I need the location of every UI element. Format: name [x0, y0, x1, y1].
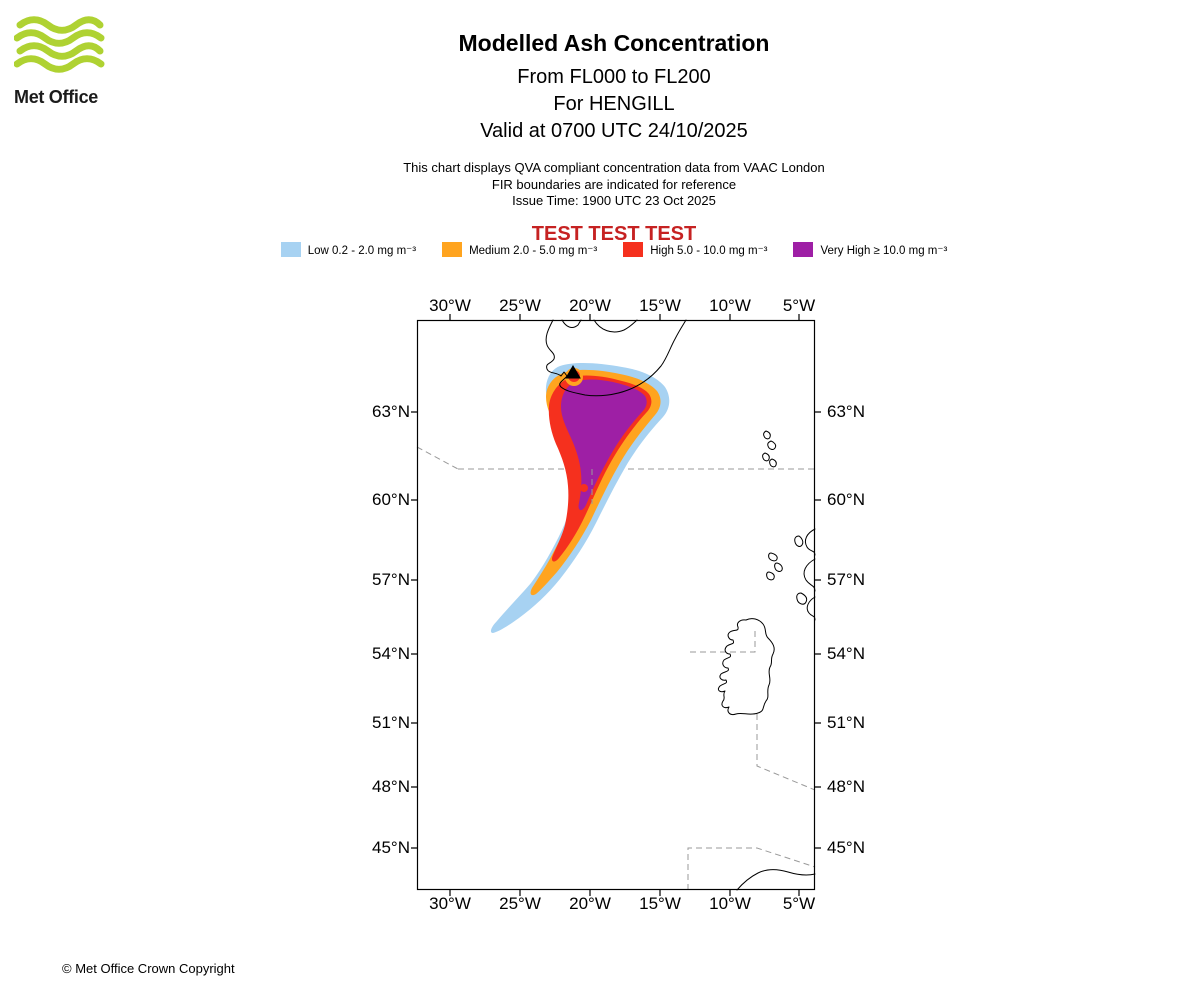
lat-label-left-57n: 57°N — [372, 570, 410, 589]
coastline-faroe-islands — [762, 430, 777, 468]
legend-swatch-high — [623, 242, 644, 257]
lat-label-right-51n: 51°N — [827, 713, 865, 732]
lon-label-top-5w: 5°W — [782, 296, 816, 315]
coastline-scotland-west — [803, 528, 816, 621]
legend-swatch-very-high — [793, 242, 814, 257]
lon-label-bottom-10w: 10°W — [709, 894, 751, 913]
info-block: This chart displays QVA compliant concen… — [14, 160, 1200, 210]
lat-label-right-63n: 63°N — [827, 402, 865, 421]
coastline-iceland-north-1 — [561, 319, 582, 328]
coastlines — [545, 319, 816, 891]
met-office-logo-text: Met Office — [14, 87, 99, 107]
lat-label-left-63n: 63°N — [372, 402, 410, 421]
ash-contour-very-high — [561, 379, 647, 511]
fir-line-sw-approaches — [756, 714, 816, 791]
info-fir: FIR boundaries are indicated for referen… — [491, 176, 737, 192]
lon-label-bottom-25w: 25°W — [499, 894, 541, 913]
met-office-logo: Met Office — [13, 16, 124, 108]
legend-label-low: Low 0.2 - 2.0 mg m⁻³ — [307, 244, 417, 257]
coastline-iceland — [545, 319, 687, 397]
test-banner: TEST TEST TEST — [531, 222, 697, 245]
info-issue-time: Issue Time: 1900 UTC 23 Oct 2025 — [512, 193, 716, 208]
fir-line-shannon — [690, 627, 756, 653]
map-ticks — [411, 314, 821, 896]
map-border — [416, 319, 816, 891]
title-flight-levels: From FL000 to FL200 — [517, 66, 711, 88]
lat-label-right-48n: 48°N — [827, 777, 865, 796]
info-qva: This chart displays QVA compliant concen… — [403, 160, 825, 175]
legend-label-medium: Medium 2.0 - 5.0 mg m⁻³ — [469, 244, 598, 257]
lon-label-bottom-30w: 30°W — [429, 894, 471, 913]
ticks-bottom — [449, 890, 800, 896]
coastline-hebrides — [766, 535, 808, 605]
legend-item-low: Low 0.2 - 2.0 mg m⁻³ — [280, 242, 417, 257]
coastline-spain-north — [736, 869, 816, 891]
lon-label-bottom-15w: 15°W — [639, 894, 681, 913]
page-title: Modelled Ash Concentration — [458, 30, 770, 56]
lat-label-right-54n: 54°N — [827, 644, 865, 663]
lon-label-top-25w: 25°W — [499, 296, 541, 315]
copyright-text: © Met Office Crown Copyright — [62, 961, 235, 976]
lon-label-top-30w: 30°W — [429, 296, 471, 315]
coastline-iceland-north-2 — [593, 319, 638, 333]
lon-label-top-10w: 10°W — [709, 296, 751, 315]
fir-boundaries — [416, 446, 816, 890]
ticks-top — [449, 314, 800, 320]
ticks-right — [815, 411, 821, 849]
lat-label-left-54n: 54°N — [372, 644, 410, 663]
lon-label-bottom-5w: 5°W — [782, 894, 816, 913]
lat-label-right-57n: 57°N — [827, 570, 865, 589]
title-block: Modelled Ash Concentration From FL000 to… — [14, 30, 1200, 246]
lat-label-left-60n: 60°N — [372, 490, 410, 509]
legend-label-very-high: Very High ≥ 10.0 mg m⁻³ — [820, 244, 948, 257]
legend: Low 0.2 - 2.0 mg m⁻³ Medium 2.0 - 5.0 mg… — [14, 242, 1200, 257]
lat-label-right-45n: 45°N — [827, 838, 865, 857]
ash-plume — [490, 363, 670, 633]
ticks-left — [411, 411, 417, 849]
legend-swatch-low — [280, 242, 301, 257]
lat-label-right-60n: 60°N — [827, 490, 865, 509]
met-office-logo-waves-icon — [13, 16, 105, 73]
fir-line-reykjavik-west — [416, 446, 459, 470]
lat-label-left-48n: 48°N — [372, 777, 410, 796]
title-volcano: For HENGILL — [553, 93, 675, 115]
legend-item-medium: Medium 2.0 - 5.0 mg m⁻³ — [442, 242, 597, 257]
lon-label-bottom-20w: 20°W — [569, 894, 611, 913]
legend-item-very-high: Very High ≥ 10.0 mg m⁻³ — [793, 242, 947, 257]
lon-label-top-20w: 20°W — [569, 296, 611, 315]
lon-label-top-15w: 15°W — [639, 296, 681, 315]
volcano-marker-icon — [565, 365, 581, 379]
title-valid-time: Valid at 0700 UTC 24/10/2025 — [480, 120, 748, 142]
coastline-ireland — [717, 618, 775, 715]
fir-line-madrid — [687, 847, 816, 890]
legend-swatch-medium — [442, 242, 463, 257]
lat-label-left-45n: 45°N — [372, 838, 410, 857]
ash-high-spot — [580, 484, 588, 492]
legend-item-high: High 5.0 - 10.0 mg m⁻³ — [623, 242, 767, 257]
legend-label-high: High 5.0 - 10.0 mg m⁻³ — [650, 244, 768, 257]
lat-label-left-51n: 51°N — [372, 713, 410, 732]
